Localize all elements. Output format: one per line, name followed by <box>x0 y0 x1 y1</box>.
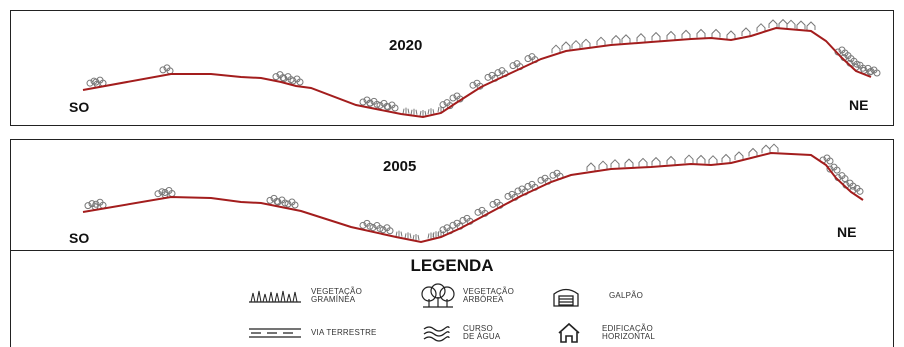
tree-symbol <box>280 73 295 84</box>
house-symbol <box>708 155 718 164</box>
house-symbol <box>638 157 648 167</box>
terrain-profile-2020 <box>82 18 881 119</box>
tree-symbol <box>159 64 174 75</box>
tree-symbol <box>866 66 881 77</box>
house-symbol <box>806 21 816 30</box>
direction-label-so: SO <box>69 99 90 115</box>
tree-symbol <box>826 163 841 174</box>
house-icon <box>558 322 580 343</box>
house-symbol <box>726 30 736 39</box>
house-symbol <box>666 155 676 165</box>
legend-label-line2: HORIZONTAL <box>602 332 655 341</box>
house-symbol <box>651 31 661 41</box>
house-symbol <box>586 162 596 171</box>
house-symbol <box>748 147 758 157</box>
tree-icon <box>421 283 455 308</box>
grass-symbol <box>402 107 410 114</box>
house-symbol <box>651 156 661 166</box>
legend-label-line1: GALPÃO <box>609 291 644 300</box>
legend-item-tree: VEGETAÇÃO ARBÓREA <box>419 283 514 309</box>
house-symbol <box>684 154 694 164</box>
direction-label-ne: NE <box>849 97 869 113</box>
legend-item-grass: VEGETAÇÃO GRAMÍNEA <box>247 287 362 305</box>
legend-label-line1: VIA TERRESTRE <box>311 328 377 337</box>
tree-symbol <box>284 198 299 209</box>
house-symbol <box>756 23 766 32</box>
legend-label-line2: GRAMÍNEA <box>311 295 356 304</box>
grass-icon <box>249 290 301 303</box>
grass-symbol <box>404 232 412 239</box>
terrain-profile-2005 <box>82 143 864 244</box>
tree-symbol <box>834 172 849 183</box>
house-symbol <box>636 33 646 42</box>
profile-panel-2020: 2020 SO NE <box>10 10 894 126</box>
grass-symbol <box>427 108 435 115</box>
legend-item-house: EDIFICAÇÃO HORIZONTAL <box>556 322 655 344</box>
year-label-2020: 2020 <box>389 37 423 54</box>
house-symbol <box>778 18 788 28</box>
house-symbol <box>611 34 621 44</box>
house-symbol <box>769 143 779 153</box>
legend-label-line1: CURSO <box>463 324 493 333</box>
house-symbol <box>681 29 691 39</box>
shed-icon <box>553 288 579 307</box>
house-symbol <box>561 41 571 50</box>
house-symbol <box>796 20 806 30</box>
house-symbol <box>696 154 706 164</box>
grass-symbol <box>419 110 427 117</box>
tree-symbol <box>474 206 489 217</box>
legend-label-line1: VEGETAÇÃO <box>311 287 362 296</box>
house-symbol <box>551 44 561 54</box>
house-symbol <box>624 158 634 168</box>
tree-symbol <box>549 169 564 180</box>
tree-symbol <box>266 194 281 205</box>
house-symbol <box>711 28 721 38</box>
house-symbol <box>721 153 731 163</box>
house-symbol <box>571 39 581 49</box>
house-symbol <box>598 160 608 170</box>
grass-symbol <box>410 108 418 115</box>
tree-symbol <box>84 200 99 211</box>
tree-symbol <box>366 97 381 108</box>
legend-label-line2: ARBÓREA <box>463 295 504 304</box>
road-icon <box>249 328 301 338</box>
house-symbol <box>621 34 631 43</box>
house-symbol <box>581 38 591 48</box>
tree-symbol <box>289 75 304 86</box>
house-symbol <box>696 28 706 38</box>
house-symbol <box>741 27 751 36</box>
tree-symbol <box>274 196 289 207</box>
legend-item-road: VIA TERRESTRE <box>247 326 377 340</box>
tree-symbol <box>449 92 464 103</box>
legend-label-line1: EDIFICAÇÃO <box>602 324 653 333</box>
direction-label-ne: NE <box>837 224 857 240</box>
legend-label-line2: DE ÁGUA <box>463 332 501 341</box>
house-symbol <box>596 36 606 46</box>
water-icon <box>423 326 450 342</box>
house-symbol <box>666 30 676 40</box>
direction-label-so: SO <box>69 230 90 246</box>
profile-panel-2005: 2005 SO NE <box>10 139 894 251</box>
grass-symbol <box>412 234 420 241</box>
legend-title: LEGENDA <box>410 256 494 275</box>
legend-label-line1: VEGETAÇÃO <box>463 287 514 296</box>
tree-symbol <box>384 101 399 112</box>
legend: LEGENDA VEGETAÇÃO GRAMÍNEA VEGETAÇÃO ARB… <box>10 250 894 347</box>
legend-item-water: CURSO DE ÁGUA <box>421 324 500 342</box>
house-symbol <box>786 19 796 29</box>
house-symbol <box>768 19 778 28</box>
legend-item-shed: GALPÃO <box>551 284 643 308</box>
tree-symbol <box>484 71 499 82</box>
tree-symbol <box>376 99 391 110</box>
house-symbol <box>734 151 744 160</box>
house-symbol <box>610 159 620 168</box>
grass-symbol <box>395 230 403 237</box>
tree-symbol <box>379 224 394 235</box>
house-symbol <box>761 144 771 154</box>
year-label-2005: 2005 <box>383 158 417 175</box>
tree-symbol <box>272 71 287 82</box>
